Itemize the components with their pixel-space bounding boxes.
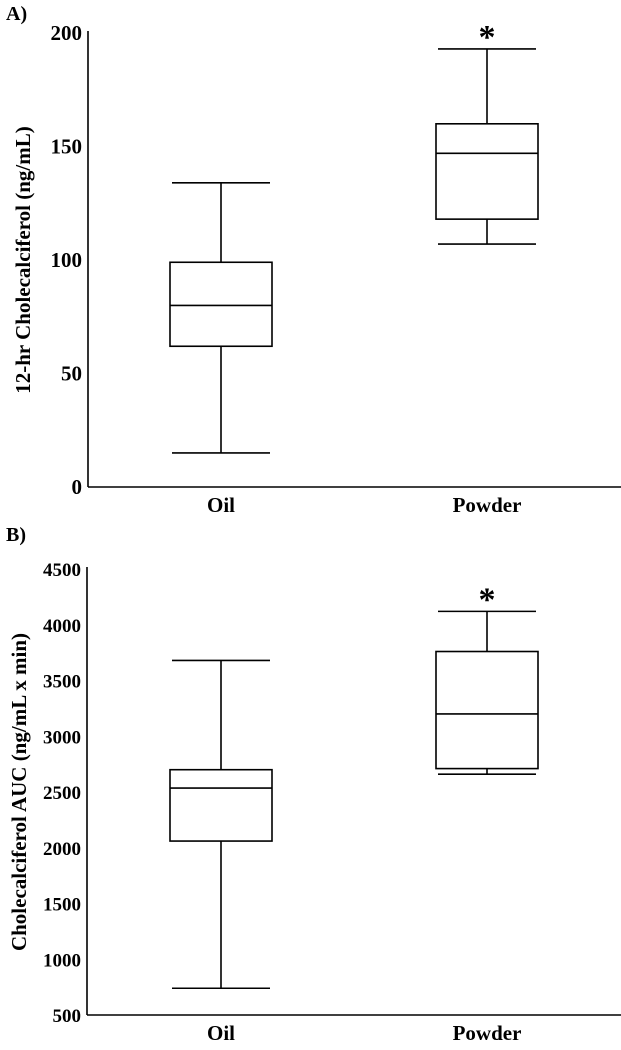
y-tick-label: 2500 bbox=[43, 783, 81, 804]
x-tick-label: Powder bbox=[453, 493, 522, 517]
y-tick-label: 4500 bbox=[43, 560, 81, 581]
y-axis-label: Cholecalciferol AUC (ng/mL x min) bbox=[7, 633, 31, 951]
y-tick-label: 4000 bbox=[43, 616, 81, 637]
x-tick-label: Oil bbox=[207, 1021, 235, 1045]
y-axis-label: 12-hr Cholecalciferol (ng/mL) bbox=[11, 126, 35, 394]
panel-label: A) bbox=[6, 3, 27, 25]
significance-marker: * bbox=[479, 19, 496, 56]
significance-marker: * bbox=[479, 581, 496, 618]
y-tick-label: 200 bbox=[51, 21, 83, 45]
y-tick-label: 50 bbox=[61, 362, 82, 386]
y-tick-label: 1500 bbox=[43, 895, 81, 916]
y-tick-label: 0 bbox=[72, 475, 83, 499]
x-tick-label: Oil bbox=[207, 493, 235, 517]
y-tick-label: 100 bbox=[51, 248, 83, 272]
box-oil bbox=[169, 659, 273, 990]
box-powder: * bbox=[435, 19, 539, 245]
box-oil bbox=[169, 182, 273, 454]
chart-panel-b: B) 500 1000 1500 2000 2500 3000 3500 4000 4500 Cho… bbox=[6, 524, 621, 1045]
y-tick-label: 2000 bbox=[43, 839, 81, 860]
iqr-box bbox=[169, 261, 273, 348]
y-tick-label: 3000 bbox=[43, 727, 81, 748]
y-tick-label: 150 bbox=[51, 135, 83, 159]
panel-label: B) bbox=[6, 524, 26, 546]
iqr-box bbox=[435, 123, 539, 220]
y-tick-label: 500 bbox=[53, 1006, 82, 1027]
box-powder: * bbox=[435, 581, 539, 775]
y-tick-label: 3500 bbox=[43, 672, 81, 693]
x-tick-label: Powder bbox=[453, 1021, 522, 1045]
chart-panel-a: A) 0 50 100 150 200 12-hr Cholecalciferol (ng/… bbox=[6, 3, 621, 517]
iqr-box bbox=[169, 768, 273, 842]
y-tick-label: 1000 bbox=[43, 950, 81, 971]
iqr-box bbox=[435, 650, 539, 770]
